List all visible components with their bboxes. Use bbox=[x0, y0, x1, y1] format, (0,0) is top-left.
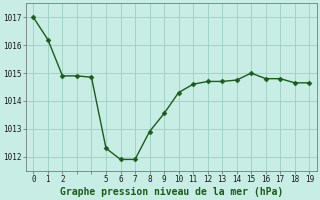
X-axis label: Graphe pression niveau de la mer (hPa): Graphe pression niveau de la mer (hPa) bbox=[60, 186, 283, 197]
